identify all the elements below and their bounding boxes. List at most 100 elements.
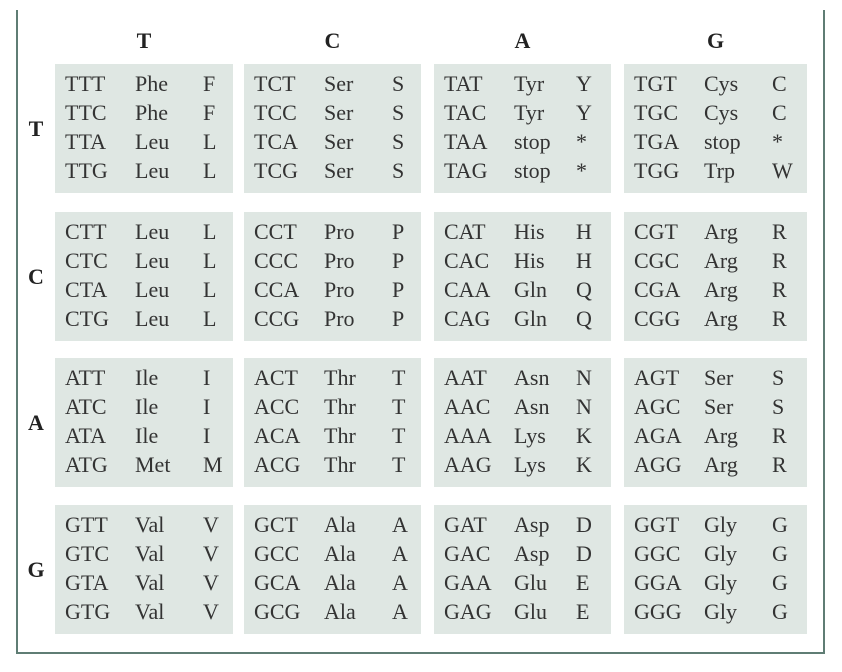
one-letter: A — [392, 541, 408, 566]
amino-acid: Lys — [514, 452, 546, 477]
amino-acid: Asn — [514, 394, 550, 419]
one-letter: G — [772, 512, 788, 537]
one-letter: R — [772, 306, 787, 331]
amino-acid: Arg — [704, 306, 738, 331]
amino-acid: Gly — [704, 541, 737, 566]
amino-acid: Ser — [704, 365, 734, 390]
one-letter: S — [392, 129, 405, 154]
codon: TGG — [634, 158, 680, 183]
codon: AAG — [444, 452, 492, 477]
one-letter: L — [203, 219, 217, 244]
one-letter: T — [392, 394, 406, 419]
one-letter: R — [772, 219, 787, 244]
amino-acid: His — [514, 248, 545, 273]
codon-block — [55, 212, 233, 341]
amino-acid: Gln — [514, 306, 547, 331]
one-letter: P — [392, 277, 405, 302]
codon-block — [55, 358, 233, 487]
codon: GCC — [254, 541, 300, 566]
codon: GGC — [634, 541, 681, 566]
codon: GCG — [254, 599, 301, 624]
one-letter: G — [772, 541, 788, 566]
codon-block — [434, 64, 611, 193]
codon: TTG — [65, 158, 108, 183]
codon: TCT — [254, 71, 296, 96]
codon: AAC — [444, 394, 491, 419]
codon: CCA — [254, 277, 300, 302]
amino-acid: Gly — [704, 512, 737, 537]
one-letter: * — [576, 129, 587, 154]
amino-acid: Glu — [514, 570, 547, 595]
one-letter: V — [203, 541, 219, 566]
one-letter: E — [576, 570, 590, 595]
codon: GAT — [444, 512, 487, 537]
amino-acid: Asp — [514, 512, 550, 537]
amino-acid: Phe — [135, 71, 168, 96]
amino-acid: Cys — [704, 71, 739, 96]
one-letter: Q — [576, 306, 592, 331]
one-letter: S — [772, 394, 785, 419]
codon: CAA — [444, 277, 491, 302]
codon-block — [434, 212, 611, 341]
codon-block — [434, 358, 611, 487]
row-header: T — [28, 115, 44, 141]
codon: TAC — [444, 100, 487, 125]
codon: TGT — [634, 71, 677, 96]
amino-acid: Tyr — [514, 100, 545, 125]
codon: TTT — [65, 71, 106, 96]
codon: AGA — [634, 423, 682, 448]
amino-acid: Ser — [704, 394, 734, 419]
one-letter: I — [203, 365, 211, 390]
one-letter: Y — [576, 71, 592, 96]
one-letter: P — [392, 219, 405, 244]
one-letter: D — [576, 512, 592, 537]
one-letter: F — [203, 71, 216, 96]
codon-block — [244, 505, 421, 634]
amino-acid: Asp — [514, 541, 550, 566]
one-letter: A — [392, 512, 408, 537]
amino-acid: Leu — [135, 277, 170, 302]
codon: TTC — [65, 100, 107, 125]
one-letter: C — [772, 100, 787, 125]
amino-acid: stop — [514, 158, 551, 183]
codon: AGC — [634, 394, 681, 419]
row-header: A — [28, 409, 44, 435]
codon: AGT — [634, 365, 680, 390]
one-letter: R — [772, 452, 787, 477]
one-letter: S — [392, 158, 405, 183]
amino-acid: Glu — [514, 599, 547, 624]
one-letter: T — [392, 423, 406, 448]
codon: CTC — [65, 248, 108, 273]
codon: GTC — [65, 541, 109, 566]
codon: ATA — [65, 423, 107, 448]
one-letter: R — [772, 277, 787, 302]
one-letter: R — [772, 423, 787, 448]
amino-acid: Thr — [324, 423, 356, 448]
one-letter: R — [772, 248, 787, 273]
one-letter: L — [203, 306, 217, 331]
one-letter: S — [772, 365, 785, 390]
amino-acid: Val — [135, 541, 165, 566]
one-letter: D — [576, 541, 592, 566]
codon: TAA — [444, 129, 488, 154]
codon: ACC — [254, 394, 300, 419]
amino-acid: Ile — [135, 423, 159, 448]
codon: CAG — [444, 306, 491, 331]
codon: GAA — [444, 570, 492, 595]
one-letter: G — [772, 599, 788, 624]
codon: AGG — [634, 452, 682, 477]
codon: GCT — [254, 512, 298, 537]
codon: CGC — [634, 248, 680, 273]
one-letter: N — [576, 394, 592, 419]
one-letter: V — [203, 599, 219, 624]
codon: TCA — [254, 129, 298, 154]
codon: CGG — [634, 306, 681, 331]
codon: ATT — [65, 365, 106, 390]
amino-acid: Thr — [324, 394, 356, 419]
codon: CGA — [634, 277, 681, 302]
one-letter: I — [203, 423, 211, 448]
amino-acid: Arg — [704, 277, 738, 302]
codon: TAG — [444, 158, 488, 183]
codon-block — [624, 64, 807, 193]
